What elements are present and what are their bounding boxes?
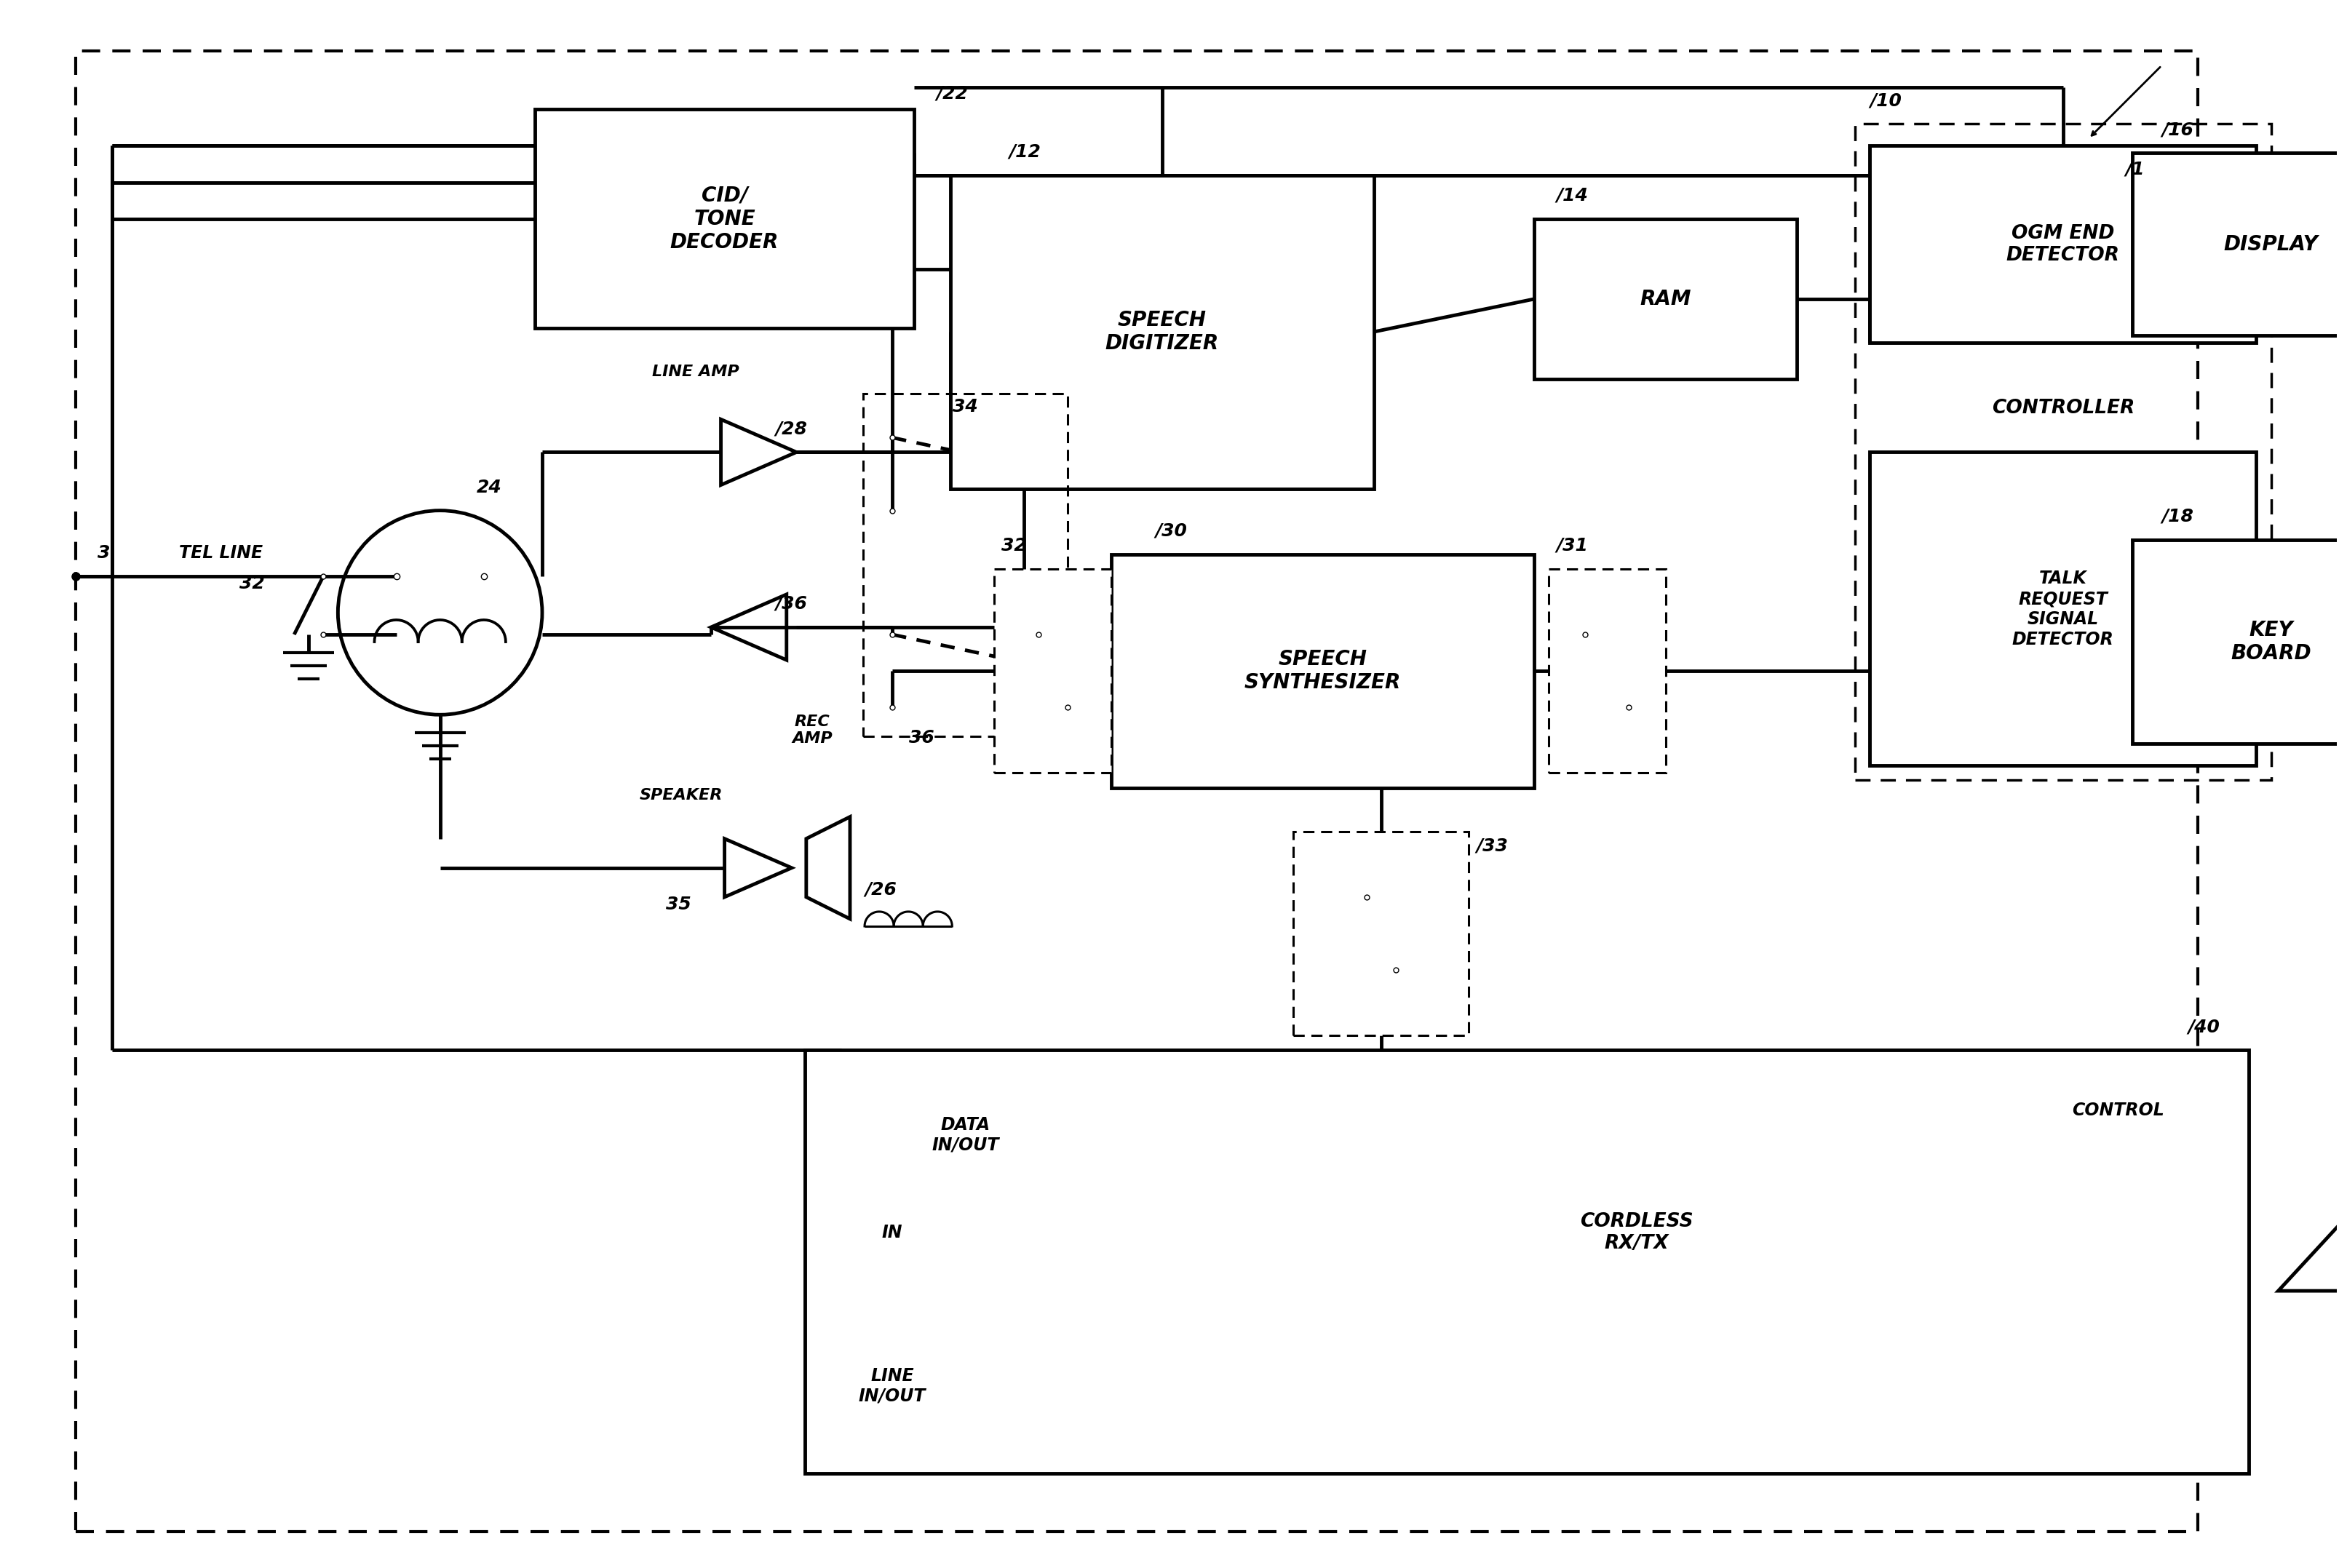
Text: /1: /1 bbox=[2126, 160, 2145, 177]
Text: CID/
TONE
DECODER: CID/ TONE DECODER bbox=[671, 185, 779, 252]
Text: KEY
BOARD: KEY BOARD bbox=[2231, 619, 2311, 663]
Bar bbox=[2133, 154, 2339, 336]
Text: /10: /10 bbox=[1869, 93, 1902, 110]
Bar bbox=[1869, 452, 2257, 765]
Text: /16: /16 bbox=[2161, 121, 2194, 138]
Text: LINE
IN/OUT: LINE IN/OUT bbox=[858, 1367, 926, 1405]
Text: 35: 35 bbox=[667, 895, 692, 913]
Text: SPEECH
DIGITIZER: SPEECH DIGITIZER bbox=[1106, 310, 1219, 354]
Text: SPEAKER: SPEAKER bbox=[639, 787, 723, 803]
Bar bbox=[2133, 539, 2339, 743]
Text: /14: /14 bbox=[1555, 187, 1588, 204]
Text: /30: /30 bbox=[1155, 522, 1186, 539]
Bar bbox=[1111, 554, 1534, 787]
Text: 32: 32 bbox=[1001, 536, 1027, 554]
Bar bbox=[950, 176, 1373, 489]
Text: /22: /22 bbox=[936, 85, 968, 102]
Bar bbox=[805, 1051, 2250, 1474]
Text: REC
AMP: REC AMP bbox=[793, 715, 833, 746]
Text: DISPLAY: DISPLAY bbox=[2224, 234, 2318, 254]
Text: /28: /28 bbox=[777, 420, 807, 437]
Text: SPEECH
SYNTHESIZER: SPEECH SYNTHESIZER bbox=[1244, 649, 1401, 693]
Text: 34: 34 bbox=[952, 398, 978, 416]
Text: TALK
REQUEST
SIGNAL
DETECTOR: TALK REQUEST SIGNAL DETECTOR bbox=[2012, 569, 2114, 648]
Bar bbox=[1869, 146, 2257, 343]
Bar bbox=[536, 110, 915, 328]
Bar bbox=[863, 394, 1067, 737]
Bar bbox=[1548, 569, 1665, 773]
Text: IN: IN bbox=[882, 1223, 903, 1242]
Text: /31: /31 bbox=[1555, 536, 1588, 554]
Bar bbox=[1534, 220, 1796, 379]
Text: /26: /26 bbox=[865, 881, 896, 898]
Text: /12: /12 bbox=[1008, 143, 1041, 160]
Text: LINE AMP: LINE AMP bbox=[653, 365, 739, 379]
Text: CORDLESS
RX/TX: CORDLESS RX/TX bbox=[1579, 1212, 1693, 1253]
Text: 24: 24 bbox=[477, 478, 503, 495]
Text: DATA
IN/OUT: DATA IN/OUT bbox=[931, 1116, 999, 1154]
Bar bbox=[994, 569, 1111, 773]
Bar bbox=[1293, 831, 1469, 1035]
Text: 3: 3 bbox=[98, 544, 110, 561]
Text: 36: 36 bbox=[910, 729, 933, 746]
Text: /40: /40 bbox=[2187, 1018, 2220, 1035]
Text: OGM END
DETECTOR: OGM END DETECTOR bbox=[2007, 224, 2119, 265]
Text: /33: /33 bbox=[1476, 837, 1509, 855]
Text: TEL LINE: TEL LINE bbox=[180, 544, 262, 561]
Bar bbox=[1855, 124, 2271, 781]
Text: RAM: RAM bbox=[1640, 289, 1691, 309]
Text: 32: 32 bbox=[239, 575, 264, 593]
Text: /36: /36 bbox=[777, 596, 807, 613]
Text: CONTROL: CONTROL bbox=[2072, 1101, 2164, 1118]
Text: CONTROLLER: CONTROLLER bbox=[1993, 398, 2136, 417]
Text: /18: /18 bbox=[2161, 508, 2194, 525]
